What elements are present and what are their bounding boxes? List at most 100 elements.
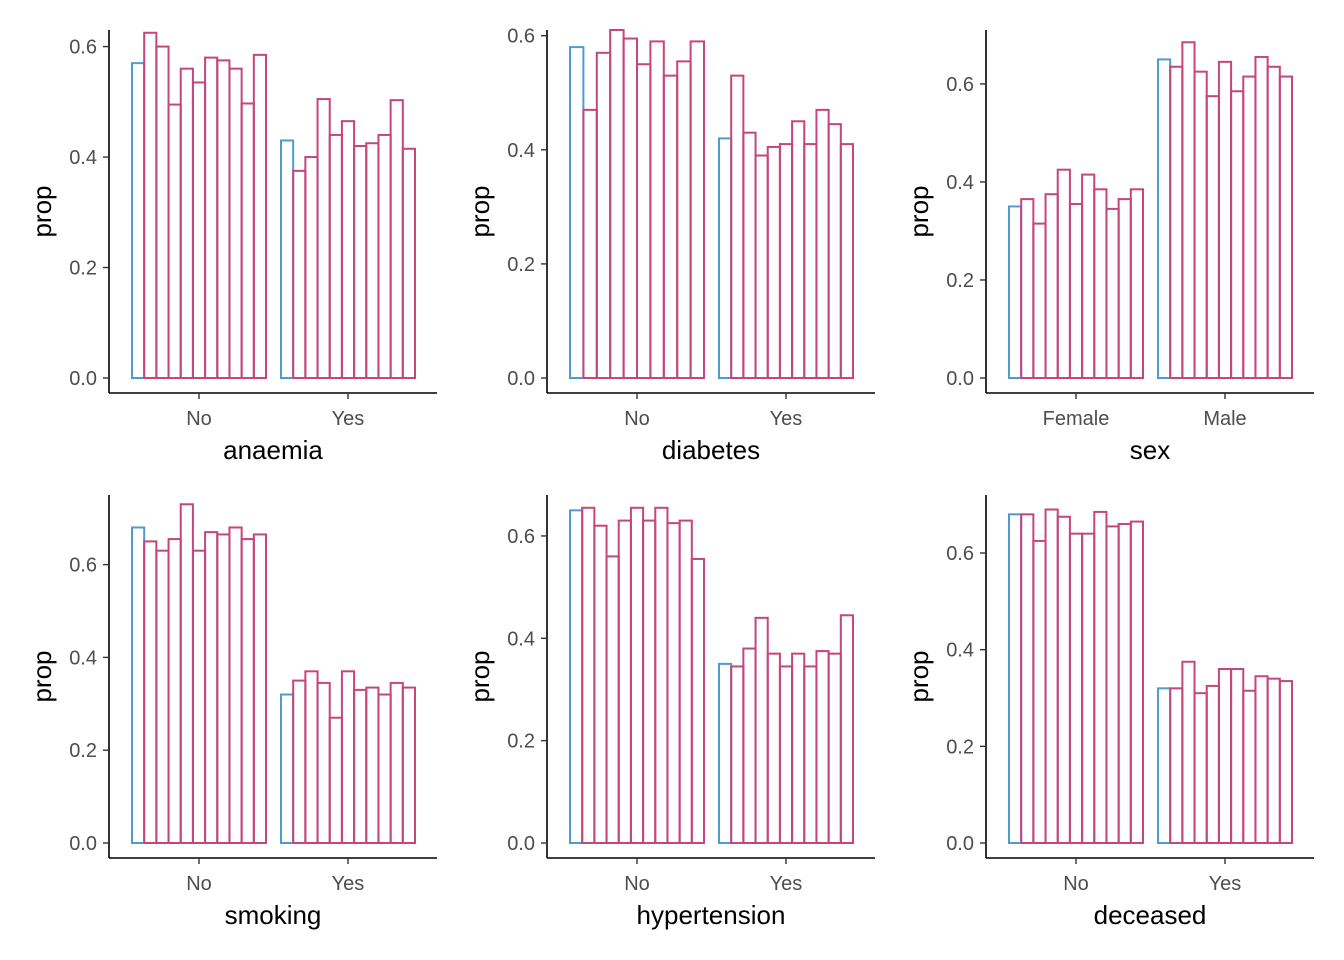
y-ticks: 0.0 0.2 0.4 0.6 [946, 543, 986, 855]
imputed-bar [179, 503, 194, 844]
imputed-bar [778, 665, 794, 844]
observed-bar [280, 139, 295, 379]
imputed-bar [791, 652, 806, 844]
y-ticks: 0.0 0.2 0.4 0.6 [69, 37, 109, 390]
y-tick-label: 0.4 [69, 647, 97, 669]
y-tick-label: 0.4 [69, 147, 97, 169]
x-tick-label: Yes [770, 873, 803, 895]
imputed-bar [581, 506, 596, 844]
imputed-bar [1105, 207, 1120, 379]
y-tick-label: 0.4 [946, 640, 974, 662]
imputed-bar [216, 533, 231, 844]
panel-smoking: 0.0 0.2 0.4 0.6 No Yes smoking prop [27, 495, 437, 930]
y-axis-title: prop [465, 185, 495, 237]
y-tick-label: 0.2 [946, 736, 974, 758]
imputed-bar [1254, 675, 1269, 844]
imputed-bar [766, 145, 781, 379]
imputed-bar [292, 679, 307, 844]
panel-hypertension: 0.0 0.2 0.4 0.6 No Yes hypertension prop [465, 495, 875, 930]
y-tick-label: 0.0 [946, 368, 974, 390]
imputed-bar [1181, 660, 1196, 844]
imputed-bar [228, 67, 243, 380]
imputed-bar [1105, 525, 1120, 845]
imputed-bar [1032, 539, 1047, 845]
y-tick-label: 0.2 [69, 740, 97, 762]
imputed-bar [228, 526, 243, 844]
imputed-bar [1129, 188, 1145, 379]
y-tick-label: 0.6 [507, 26, 535, 48]
imputed-bar [328, 716, 343, 844]
imputed-bar [754, 616, 769, 845]
imputed-bar [1117, 198, 1132, 379]
imputed-bar [1056, 168, 1071, 379]
imputed-bar [1044, 508, 1059, 844]
imputed-bar [582, 108, 598, 379]
y-tick-label: 0.0 [69, 833, 97, 855]
y-axis-title: prop [465, 650, 495, 702]
imputed-bar [1020, 198, 1035, 379]
imputed-bar [766, 652, 781, 844]
imputed-bar [815, 108, 830, 379]
y-tick-label: 0.0 [507, 368, 535, 390]
imputed-bar [328, 133, 343, 379]
imputed-bar [654, 506, 669, 844]
imputed-bar [662, 74, 679, 379]
imputed-bar [839, 143, 854, 379]
imputed-bar [778, 143, 794, 379]
imputed-bar [191, 81, 207, 379]
imputed-bar [353, 688, 368, 844]
y-tick-label: 0.2 [507, 254, 535, 276]
x-tick-label: No [186, 873, 212, 895]
bar-group [1008, 41, 1294, 380]
imputed-bar [191, 549, 207, 844]
imputed-bar [1217, 668, 1233, 844]
observed-bar [718, 137, 733, 379]
x-tick-label: Yes [1209, 873, 1242, 895]
imputed-bar [304, 156, 319, 379]
x-ticks: No Yes [624, 858, 802, 895]
y-tick-label: 0.0 [507, 833, 535, 855]
imputed-bar [204, 56, 219, 379]
imputed-bar [678, 519, 693, 845]
imputed-bar [340, 120, 356, 380]
imputed-bar [1278, 75, 1294, 379]
imputed-bar [1169, 65, 1184, 380]
imputed-bar [292, 169, 307, 379]
x-axis-title: deceased [1094, 900, 1207, 930]
imputed-bar [155, 45, 170, 379]
x-axis-title: diabetes [662, 435, 760, 465]
x-tick-label: Female [1043, 408, 1110, 430]
x-tick-label: Yes [770, 408, 803, 430]
imputed-bar [676, 60, 692, 380]
imputed-bar [240, 102, 255, 379]
imputed-bar [1081, 173, 1096, 379]
imputed-bar [155, 549, 170, 844]
imputed-bar [365, 142, 380, 379]
x-tick-label: Yes [332, 408, 365, 430]
observed-bar [1008, 513, 1023, 844]
imputed-bar [1266, 677, 1281, 845]
imputed-bar [791, 120, 806, 379]
y-tick-label: 0.4 [507, 140, 535, 162]
imputed-bar [252, 53, 267, 379]
imputed-bar [1205, 95, 1220, 380]
imputed-bar [1193, 692, 1208, 845]
y-axis-title: prop [27, 185, 57, 237]
panel-deceased: 0.0 0.2 0.4 0.6 No Yes deceased prop [904, 495, 1314, 930]
x-tick-label: No [1063, 873, 1089, 895]
imputed-bar [1181, 41, 1196, 380]
imputed-bar [1230, 668, 1245, 844]
y-axis-title: prop [27, 650, 57, 702]
imputed-bar [642, 519, 657, 845]
imputed-bar [1242, 689, 1257, 844]
imputed-bar [167, 538, 182, 845]
y-axis-title: prop [904, 185, 934, 237]
y-ticks: 0.0 0.2 0.4 0.6 [507, 526, 547, 855]
y-tick-label: 0.4 [507, 628, 535, 650]
bar-group [131, 503, 416, 845]
y-tick-label: 0.6 [69, 555, 97, 577]
imputed-bar [629, 506, 645, 844]
imputed-bar [689, 40, 705, 379]
bar-group [1008, 508, 1294, 845]
